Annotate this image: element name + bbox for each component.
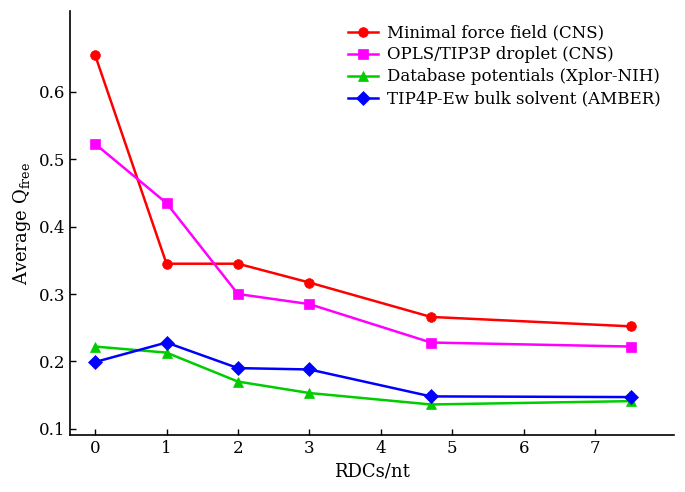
Database potentials (Xplor-NIH) xyxy=(627,398,635,404)
OPLS/TIP3P droplet (CNS) xyxy=(162,200,171,206)
TIP4P-Ew bulk solvent (AMBER) xyxy=(91,359,99,365)
OPLS/TIP3P droplet (CNS) xyxy=(234,291,242,297)
Database potentials (Xplor-NIH) xyxy=(427,401,435,407)
TIP4P-Ew bulk solvent (AMBER) xyxy=(162,339,171,345)
Line: OPLS/TIP3P droplet (CNS): OPLS/TIP3P droplet (CNS) xyxy=(90,139,636,351)
Minimal force field (CNS) xyxy=(627,323,635,329)
OPLS/TIP3P droplet (CNS) xyxy=(91,141,99,147)
Minimal force field (CNS) xyxy=(91,52,99,58)
Minimal force field (CNS) xyxy=(306,279,314,285)
Line: Minimal force field (CNS): Minimal force field (CNS) xyxy=(90,50,636,331)
TIP4P-Ew bulk solvent (AMBER) xyxy=(427,394,435,400)
Database potentials (Xplor-NIH) xyxy=(162,350,171,356)
Database potentials (Xplor-NIH) xyxy=(91,343,99,349)
Database potentials (Xplor-NIH) xyxy=(306,390,314,396)
X-axis label: RDCs/nt: RDCs/nt xyxy=(334,463,410,481)
Minimal force field (CNS) xyxy=(162,261,171,267)
Y-axis label: Average Q$_{\rm free}$: Average Q$_{\rm free}$ xyxy=(11,162,33,285)
OPLS/TIP3P droplet (CNS) xyxy=(627,343,635,349)
TIP4P-Ew bulk solvent (AMBER) xyxy=(306,367,314,372)
OPLS/TIP3P droplet (CNS) xyxy=(427,339,435,345)
Line: Database potentials (Xplor-NIH): Database potentials (Xplor-NIH) xyxy=(90,342,636,409)
TIP4P-Ew bulk solvent (AMBER) xyxy=(234,365,242,371)
Line: TIP4P-Ew bulk solvent (AMBER): TIP4P-Ew bulk solvent (AMBER) xyxy=(90,338,636,402)
Minimal force field (CNS) xyxy=(427,314,435,320)
Minimal force field (CNS) xyxy=(234,261,242,267)
TIP4P-Ew bulk solvent (AMBER) xyxy=(627,394,635,400)
Legend: Minimal force field (CNS), OPLS/TIP3P droplet (CNS), Database potentials (Xplor-: Minimal force field (CNS), OPLS/TIP3P dr… xyxy=(343,20,666,113)
Database potentials (Xplor-NIH) xyxy=(234,379,242,385)
OPLS/TIP3P droplet (CNS) xyxy=(306,301,314,307)
